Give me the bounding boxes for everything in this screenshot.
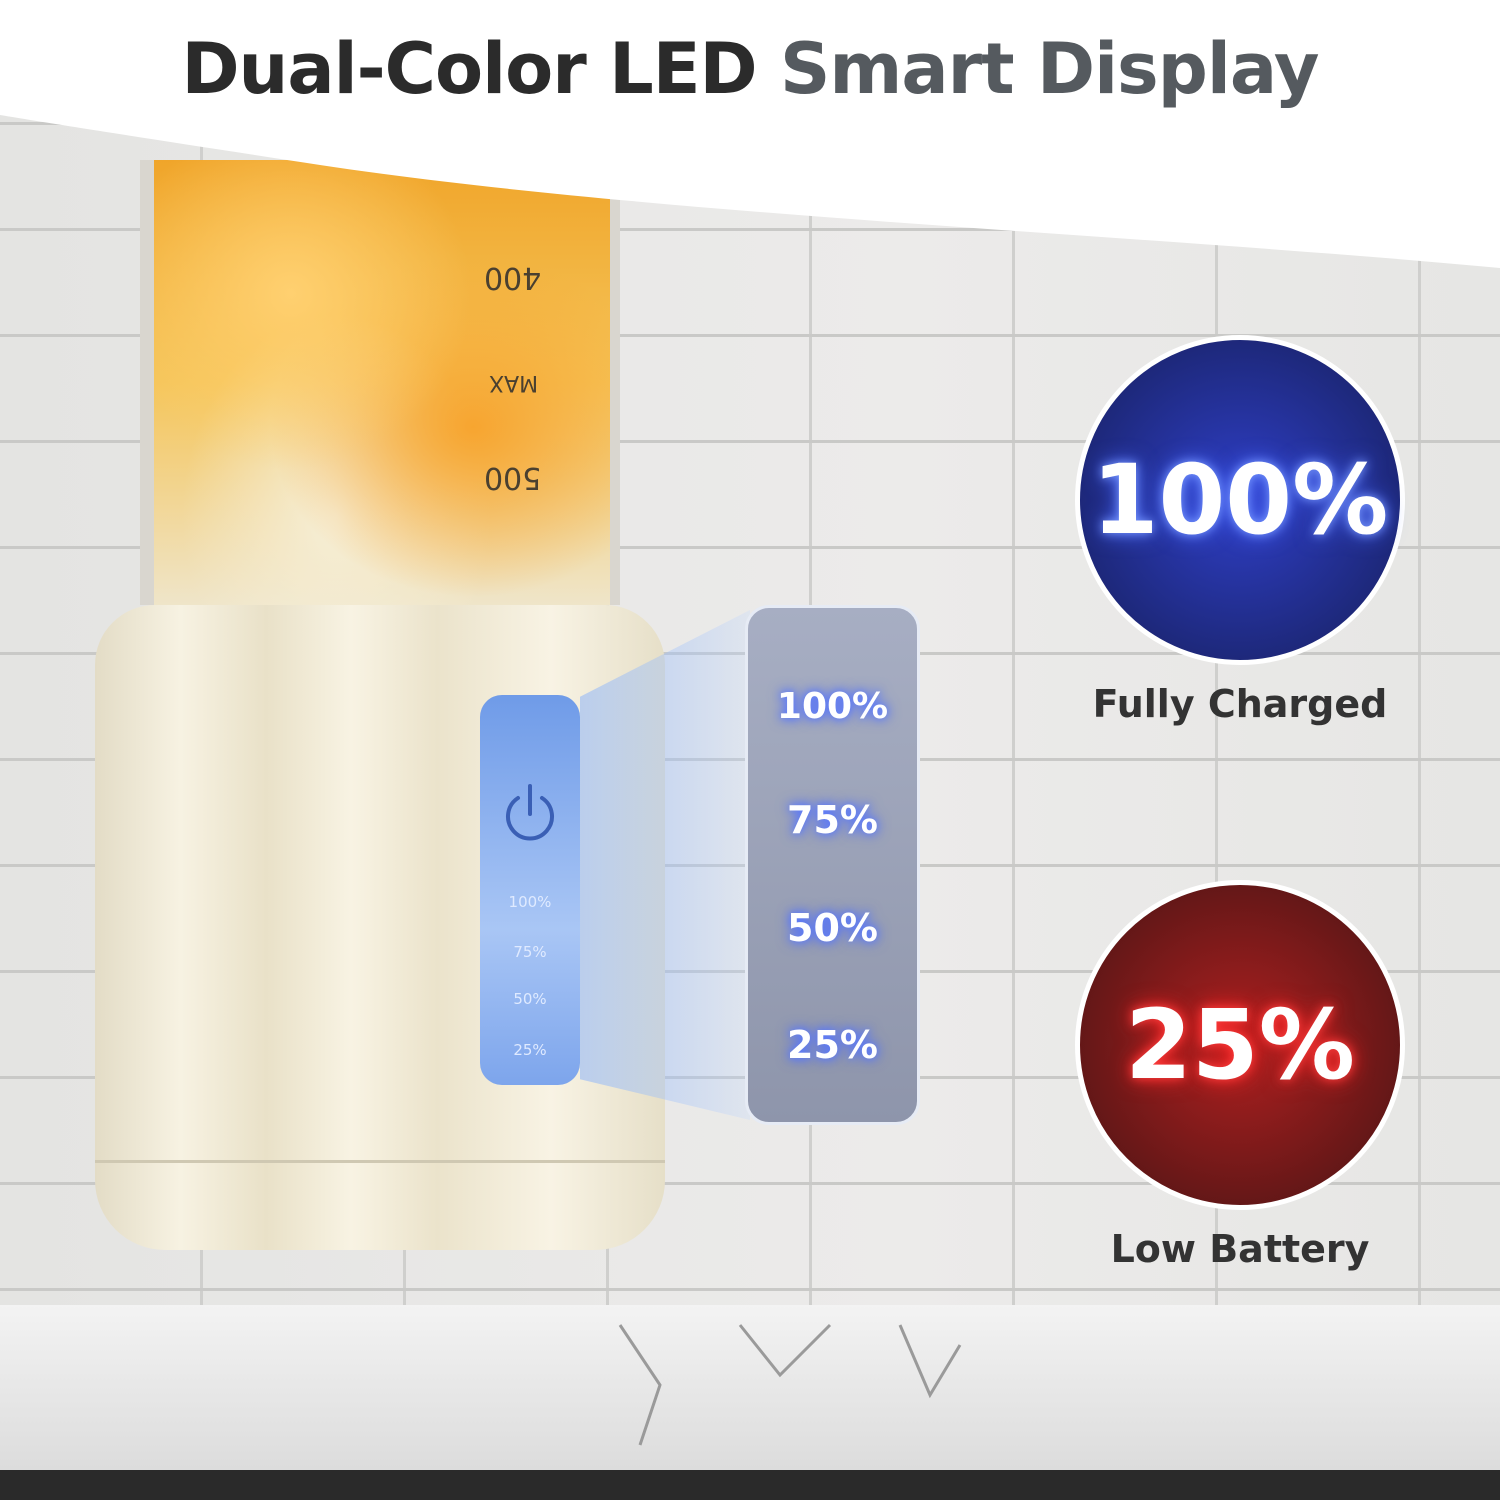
cup-marking: MAX bbox=[489, 370, 539, 395]
level-label: 25% bbox=[787, 1023, 878, 1067]
indicator-caption: Low Battery bbox=[1110, 1227, 1370, 1271]
bottom-strip bbox=[0, 1470, 1500, 1500]
level-label: 75% bbox=[787, 798, 878, 842]
low-battery-indicator: 25% bbox=[1075, 880, 1405, 1210]
cup-marking: 500 bbox=[484, 460, 542, 495]
base-seam bbox=[95, 1160, 665, 1163]
device-led-panel: 100% 75% 50% 25% bbox=[480, 695, 580, 1085]
marble-counter bbox=[0, 1305, 1500, 1470]
level-label: 100% bbox=[776, 686, 889, 727]
level-label: 50% bbox=[513, 990, 547, 1008]
power-icon[interactable] bbox=[502, 780, 558, 850]
indicator-caption: Fully Charged bbox=[1092, 682, 1388, 726]
blender-cup: 400 MAX 500 bbox=[140, 160, 620, 605]
level-label: 50% bbox=[787, 906, 878, 950]
level-label: 75% bbox=[513, 943, 547, 961]
page-title: Dual-Color LED Smart Display bbox=[181, 28, 1319, 110]
full-charge-indicator: 100% bbox=[1075, 335, 1405, 665]
level-label: 100% bbox=[508, 893, 552, 911]
zoom-beam bbox=[580, 610, 750, 1120]
zoomed-led-panel: 100% 75% 50% 25% bbox=[745, 605, 920, 1125]
level-label: 25% bbox=[513, 1041, 547, 1059]
header-banner bbox=[0, 0, 1500, 280]
